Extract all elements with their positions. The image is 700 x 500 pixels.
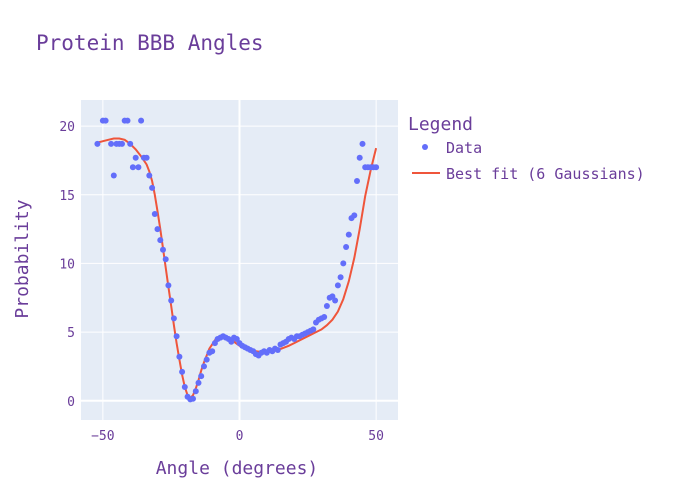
- data-point[interactable]: [119, 140, 125, 147]
- chart-title: Protein BBB Angles: [36, 31, 264, 55]
- data-point[interactable]: [124, 117, 131, 124]
- data-point[interactable]: [359, 140, 366, 147]
- data-point[interactable]: [173, 333, 180, 340]
- data-point[interactable]: [138, 117, 145, 124]
- data-point[interactable]: [135, 164, 142, 171]
- data-point[interactable]: [108, 140, 115, 147]
- data-point[interactable]: [176, 353, 183, 360]
- y-axis-ticks: 0 5 10 15 20: [59, 120, 75, 410]
- data-point[interactable]: [143, 154, 150, 161]
- data-point[interactable]: [345, 231, 352, 238]
- series-data-points: [94, 117, 380, 403]
- data-point[interactable]: [310, 326, 317, 333]
- data-point[interactable]: [127, 140, 134, 147]
- grid-lines: [81, 100, 398, 420]
- data-point[interactable]: [170, 315, 177, 322]
- y-axis-title: Probability: [12, 199, 33, 318]
- data-point[interactable]: [332, 297, 339, 304]
- data-point[interactable]: [190, 395, 196, 402]
- y-tick-label: 15: [59, 189, 75, 204]
- data-point[interactable]: [132, 154, 139, 161]
- data-point[interactable]: [168, 297, 175, 304]
- y-tick-label: 20: [59, 120, 75, 135]
- data-point[interactable]: [209, 348, 216, 355]
- legend[interactable]: Legend Data Best fit (6 Gaussians): [408, 114, 645, 183]
- data-point[interactable]: [334, 282, 341, 289]
- data-point[interactable]: [198, 373, 205, 380]
- data-point[interactable]: [160, 246, 166, 253]
- data-point[interactable]: [203, 356, 210, 363]
- data-point[interactable]: [157, 237, 164, 244]
- x-axis-ticks: −50 0 50: [91, 429, 384, 444]
- legend-label-fit[interactable]: Best fit (6 Gaussians): [446, 165, 645, 183]
- data-point[interactable]: [149, 184, 156, 191]
- legend-title: Legend: [408, 114, 473, 135]
- data-point[interactable]: [195, 379, 202, 386]
- data-point[interactable]: [356, 154, 363, 161]
- x-axis-title: Angle (degrees): [156, 458, 319, 479]
- data-point[interactable]: [129, 164, 136, 171]
- data-point[interactable]: [351, 212, 358, 219]
- legend-label-data[interactable]: Data: [446, 139, 482, 157]
- y-tick-label: 0: [67, 395, 75, 410]
- data-point[interactable]: [154, 226, 161, 233]
- data-point[interactable]: [321, 314, 328, 320]
- data-point[interactable]: [110, 172, 117, 179]
- data-point[interactable]: [102, 117, 109, 124]
- data-point[interactable]: [337, 274, 344, 281]
- x-tick-label: −50: [91, 429, 114, 444]
- data-point[interactable]: [192, 388, 199, 395]
- data-point[interactable]: [373, 164, 380, 171]
- data-point[interactable]: [165, 282, 172, 289]
- data-point[interactable]: [181, 384, 188, 390]
- x-tick-label: 50: [368, 429, 384, 444]
- data-point[interactable]: [340, 260, 347, 267]
- data-point[interactable]: [162, 256, 169, 263]
- legend-marker-data: [422, 144, 428, 150]
- data-point[interactable]: [201, 363, 207, 370]
- data-point[interactable]: [354, 178, 360, 184]
- x-tick-label: 0: [236, 429, 244, 444]
- data-point[interactable]: [146, 172, 153, 179]
- data-point[interactable]: [94, 140, 101, 147]
- data-point[interactable]: [323, 303, 330, 309]
- data-point[interactable]: [179, 368, 186, 375]
- y-tick-label: 10: [59, 257, 75, 272]
- data-point[interactable]: [343, 244, 350, 250]
- data-point[interactable]: [274, 347, 281, 353]
- data-point[interactable]: [151, 211, 158, 217]
- y-tick-label: 5: [67, 326, 75, 341]
